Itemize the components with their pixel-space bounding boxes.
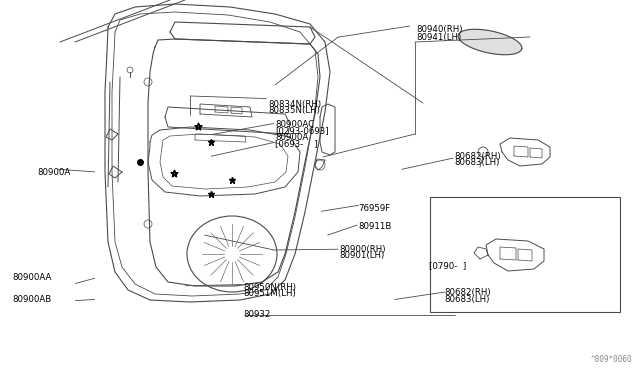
- Bar: [430, 197, 620, 312]
- Text: 80932: 80932: [243, 310, 271, 319]
- Text: 80950N(RH): 80950N(RH): [243, 283, 296, 292]
- Text: 80834N(RH): 80834N(RH): [269, 100, 322, 109]
- Polygon shape: [458, 29, 522, 55]
- Text: 76959F: 76959F: [358, 204, 390, 213]
- Text: ^809*0060: ^809*0060: [590, 355, 632, 364]
- Text: [0693-    ]: [0693- ]: [275, 139, 318, 148]
- Text: 80940(RH): 80940(RH): [416, 25, 463, 34]
- Text: 80900AC: 80900AC: [275, 120, 314, 129]
- Text: 80900(RH): 80900(RH): [339, 245, 386, 254]
- Text: 80900A: 80900A: [37, 169, 70, 177]
- Text: [0790-  ]: [0790- ]: [429, 262, 466, 270]
- Text: 80900AA: 80900AA: [13, 273, 52, 282]
- Text: 80901(LH): 80901(LH): [339, 251, 385, 260]
- Text: 80682(RH): 80682(RH): [445, 288, 492, 297]
- Text: 80683(LH): 80683(LH): [454, 158, 500, 167]
- Text: 80900A: 80900A: [275, 133, 308, 142]
- Text: 80900AB: 80900AB: [13, 295, 52, 304]
- Text: [0293-0693]: [0293-0693]: [275, 126, 329, 135]
- Text: 80941(LH): 80941(LH): [416, 33, 461, 42]
- Text: 80951M(LH): 80951M(LH): [243, 289, 296, 298]
- Text: 80683(LH): 80683(LH): [445, 295, 490, 304]
- Text: 80682(RH): 80682(RH): [454, 152, 501, 161]
- Text: 80911B: 80911B: [358, 222, 392, 231]
- Text: 80835N(LH): 80835N(LH): [269, 106, 321, 115]
